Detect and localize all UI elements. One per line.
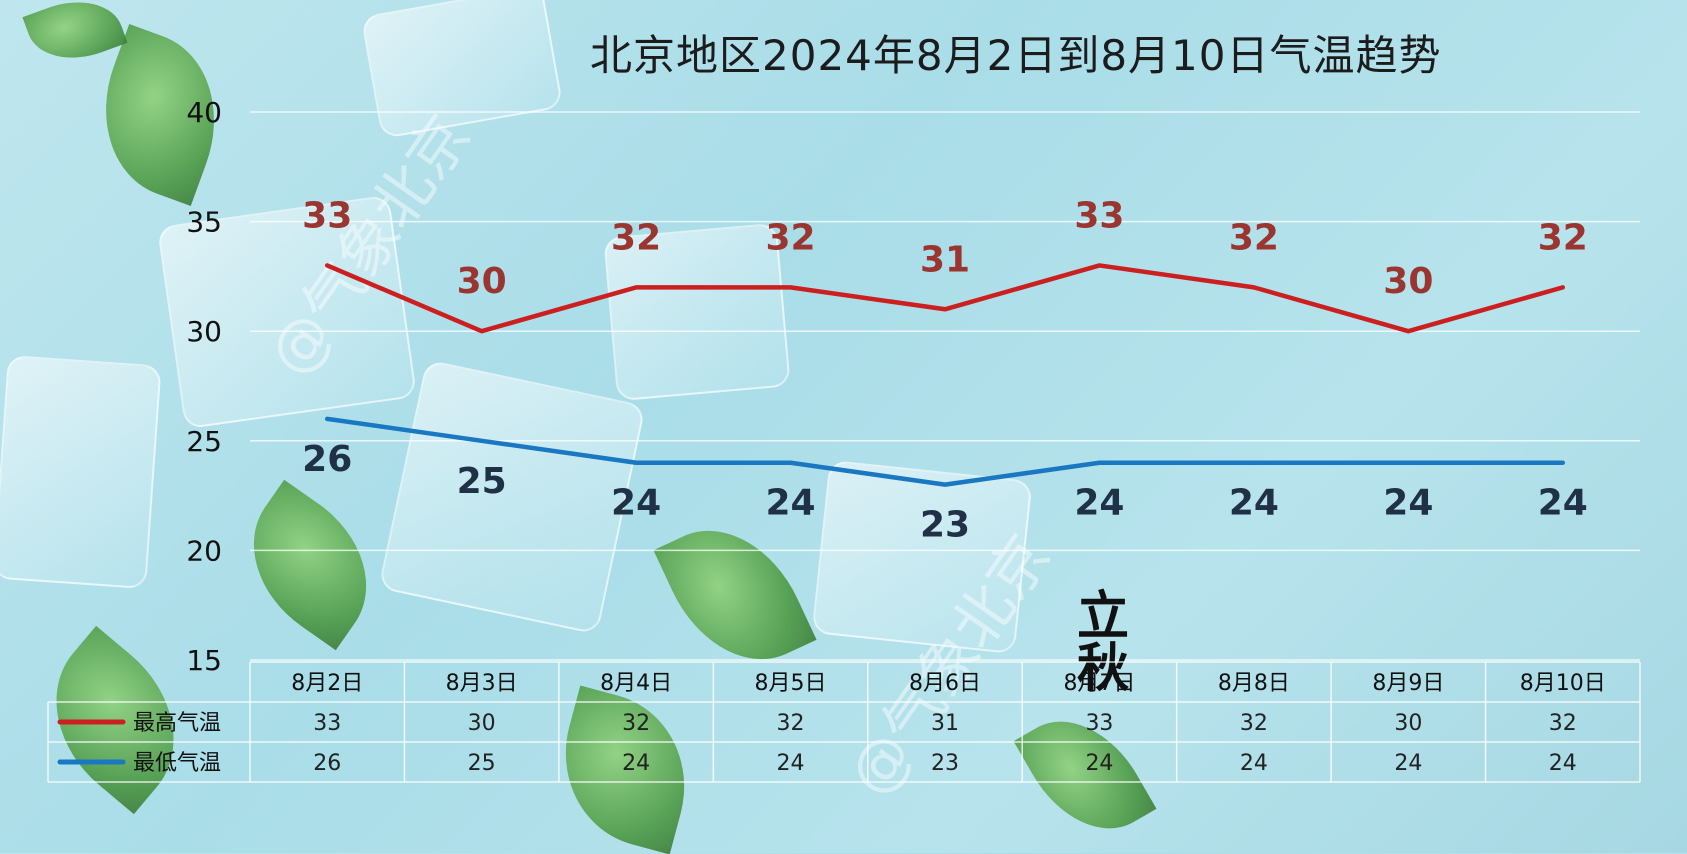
data-label-high: 32 bbox=[1229, 217, 1279, 258]
table-cell: 31 bbox=[931, 711, 959, 736]
table-cell: 24 bbox=[1240, 751, 1268, 776]
table-header-cell: 8月7日 bbox=[1063, 671, 1135, 696]
y-tick-label: 35 bbox=[186, 206, 222, 239]
watermark-text: @气象北京 bbox=[255, 103, 484, 389]
data-label-high: 32 bbox=[611, 217, 661, 258]
table-cell: 24 bbox=[1085, 751, 1113, 776]
data-label-high: 33 bbox=[1074, 195, 1124, 236]
data-label-low: 24 bbox=[1074, 483, 1124, 524]
y-tick-label: 25 bbox=[186, 425, 222, 458]
y-tick-label: 40 bbox=[186, 96, 222, 129]
table-cell: 32 bbox=[1549, 711, 1577, 736]
table-cell: 32 bbox=[1240, 711, 1268, 736]
y-tick-label: 20 bbox=[186, 534, 222, 567]
table-header-cell: 8月5日 bbox=[755, 671, 827, 696]
data-label-low: 24 bbox=[1229, 483, 1279, 524]
data-label-low: 24 bbox=[611, 483, 661, 524]
table-header-cell: 8月8日 bbox=[1218, 671, 1290, 696]
table-cell: 33 bbox=[313, 711, 341, 736]
table-cell: 32 bbox=[777, 711, 805, 736]
table-header-cell: 8月4日 bbox=[600, 671, 672, 696]
series-line-low bbox=[324, 416, 1566, 487]
legend-label: 最高气温 bbox=[133, 711, 221, 736]
data-label-low: 24 bbox=[1538, 483, 1588, 524]
table-cell: 30 bbox=[468, 711, 496, 736]
table-cell: 32 bbox=[622, 711, 650, 736]
table-cell: 25 bbox=[468, 751, 496, 776]
data-label-low: 23 bbox=[920, 505, 970, 546]
data-label-high: 31 bbox=[920, 239, 970, 280]
table-header-cell: 8月6日 bbox=[909, 671, 981, 696]
table-header-cell: 8月2日 bbox=[291, 671, 363, 696]
data-label-low: 24 bbox=[1383, 483, 1433, 524]
data-label-high: 33 bbox=[302, 195, 352, 236]
table-cell: 23 bbox=[931, 751, 959, 776]
data-label-low: 25 bbox=[457, 461, 507, 502]
data-label-high: 30 bbox=[1383, 261, 1433, 302]
y-tick-label: 15 bbox=[186, 644, 222, 677]
table-cell: 30 bbox=[1394, 711, 1422, 736]
seal-logo: 立秋 bbox=[1068, 588, 1129, 692]
y-tick-label: 30 bbox=[186, 315, 222, 348]
table-cell: 24 bbox=[1549, 751, 1577, 776]
chart-title: 北京地区2024年8月2日到8月10日气温趋势 bbox=[590, 31, 1442, 80]
data-label-high: 32 bbox=[766, 217, 816, 258]
seal-text: 立秋 bbox=[1068, 588, 1129, 692]
table-header-cell: 8月3日 bbox=[446, 671, 518, 696]
table-cell: 24 bbox=[1394, 751, 1422, 776]
series-line-high bbox=[324, 263, 1566, 334]
table-cell: 24 bbox=[622, 751, 650, 776]
data-label-high: 30 bbox=[457, 261, 507, 302]
table-header-cell: 8月10日 bbox=[1520, 671, 1606, 696]
table-cell: 24 bbox=[777, 751, 805, 776]
table-cell: 33 bbox=[1085, 711, 1113, 736]
table-cell: 26 bbox=[313, 751, 341, 776]
data-label-low: 24 bbox=[766, 483, 816, 524]
legend-label: 最低气温 bbox=[133, 751, 221, 776]
data-label-high: 32 bbox=[1538, 217, 1588, 258]
table-header-cell: 8月9日 bbox=[1372, 671, 1444, 696]
data-label-low: 26 bbox=[302, 439, 352, 480]
